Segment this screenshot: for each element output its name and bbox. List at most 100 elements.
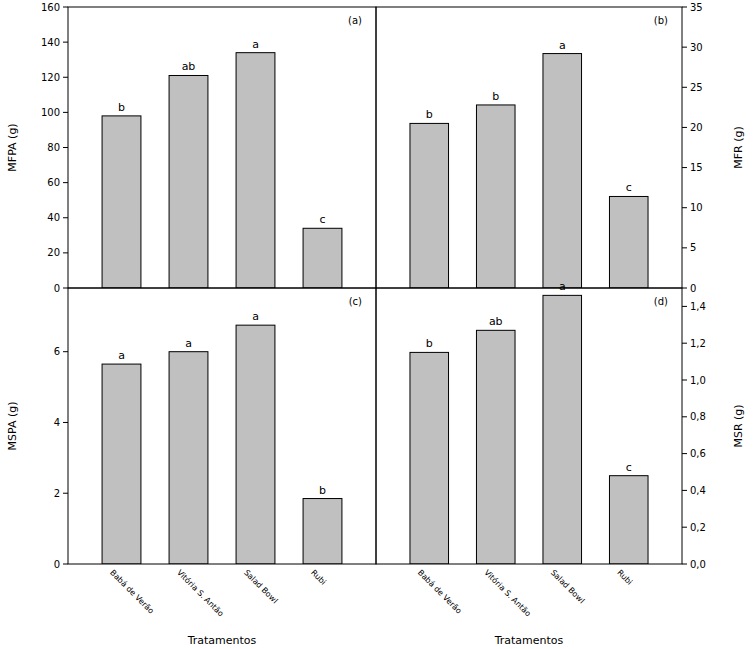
y-tick <box>682 127 687 128</box>
plot-frame <box>376 288 682 564</box>
y-tick-label: 80 <box>47 142 60 153</box>
significance-letter: b <box>319 484 326 497</box>
y-tick-label: 6 <box>54 346 60 357</box>
y-tick-label: 140 <box>41 37 60 48</box>
y-tick-label: 30 <box>690 42 703 53</box>
significance-letter: c <box>626 461 632 474</box>
y-tick-label: 0,8 <box>690 411 706 422</box>
y-tick <box>63 112 68 113</box>
y-tick-label: 0 <box>54 283 60 294</box>
bar <box>303 228 342 288</box>
y-tick <box>63 564 68 565</box>
x-axis-label: Tratamentos <box>494 634 564 647</box>
bar <box>169 352 208 564</box>
y-tick <box>682 288 687 289</box>
y-tick-label: 1,2 <box>690 338 706 349</box>
bar <box>303 499 342 564</box>
y-axis-label: MSR (g) <box>732 404 745 447</box>
y-tick <box>63 422 68 423</box>
bars <box>410 295 648 564</box>
y-tick <box>682 416 687 417</box>
y-tick <box>63 182 68 183</box>
panel: 0246MSPA (g)(c)aaabBabá de VerãoVitória … <box>6 288 376 647</box>
y-tick-label: 0,4 <box>690 485 706 496</box>
x-tick-label: Babá de Verão <box>416 568 464 616</box>
y-tick <box>682 453 687 454</box>
y-tick-label: 40 <box>47 212 60 223</box>
y-tick-label: 35 <box>690 2 703 13</box>
panel-label: (d) <box>654 296 668 307</box>
y-tick-label: 1,0 <box>690 375 706 386</box>
y-tick <box>682 490 687 491</box>
significance-letter: a <box>118 349 125 362</box>
bar <box>543 54 582 288</box>
y-tick <box>682 527 687 528</box>
y-tick <box>682 380 687 381</box>
significance-letter: a <box>559 39 566 52</box>
y-tick-label: 4 <box>54 417 60 428</box>
y-axis-label: MFPA (g) <box>6 123 19 171</box>
significance-letter: b <box>426 337 433 350</box>
bar <box>476 330 515 564</box>
panel: 05101520253035MFR (g)(b)bbac <box>376 2 745 294</box>
y-tick-label: 0,6 <box>690 448 706 459</box>
significance-letter: b <box>492 90 499 103</box>
significance-letter: c <box>626 181 632 194</box>
panel-label: (c) <box>349 296 362 307</box>
y-tick-label: 0 <box>54 559 60 570</box>
x-tick-label: Vitória S. Antão <box>175 567 226 618</box>
y-tick-label: 20 <box>690 122 703 133</box>
x-tick-label: Vitória S. Antão <box>482 567 533 618</box>
significance-letter: b <box>118 101 125 114</box>
y-tick-label: 160 <box>41 2 60 13</box>
plot-frame <box>376 7 682 288</box>
panel-label: (a) <box>348 15 362 26</box>
panel: 020406080100120140160MFPA (g)(a)babac <box>6 2 376 294</box>
bar <box>102 116 141 288</box>
significance-letter: c <box>319 213 325 226</box>
y-tick-label: 0,0 <box>690 559 706 570</box>
y-tick-label: 5 <box>690 242 696 253</box>
y-tick-label: 1,4 <box>690 301 706 312</box>
x-axis-label: Tratamentos <box>187 634 257 647</box>
significance-letter: a <box>252 38 259 51</box>
y-tick <box>682 47 687 48</box>
plot-frame <box>68 7 376 288</box>
bar <box>609 196 648 288</box>
y-tick-label: 60 <box>47 177 60 188</box>
y-tick <box>682 343 687 344</box>
y-tick-label: 0 <box>690 283 696 294</box>
y-tick-label: 100 <box>41 107 60 118</box>
y-tick <box>63 288 68 289</box>
y-tick <box>682 167 687 168</box>
significance-letter: ab <box>182 60 196 73</box>
y-tick <box>682 7 687 8</box>
y-tick-label: 20 <box>47 247 60 258</box>
bar <box>102 364 141 564</box>
x-tick-label: Salad Bowl <box>242 568 279 605</box>
y-tick <box>682 207 687 208</box>
bar <box>236 325 275 564</box>
y-axis-label: MSPA (g) <box>6 402 19 451</box>
y-tick-label: 2 <box>54 488 60 499</box>
panel: 0,00,20,40,60,81,01,21,4MSR (g)(d)babacB… <box>376 280 745 647</box>
y-tick-label: 25 <box>690 82 703 93</box>
significance-letter: a <box>559 280 566 293</box>
y-axis-label: MFR (g) <box>732 126 745 169</box>
bar <box>410 352 449 564</box>
y-tick-label: 10 <box>690 202 703 213</box>
y-tick-label: 15 <box>690 162 703 173</box>
y-tick <box>63 42 68 43</box>
figure: 020406080100120140160MFPA (g)(a)babac051… <box>0 0 755 649</box>
plot-frame <box>68 288 376 564</box>
bar <box>543 295 582 564</box>
significance-letter: ab <box>489 315 503 328</box>
bars <box>102 53 342 288</box>
y-tick <box>682 247 687 248</box>
y-tick <box>63 252 68 253</box>
y-tick <box>682 564 687 565</box>
bar <box>410 123 449 288</box>
bar <box>609 476 648 564</box>
bar <box>236 53 275 288</box>
panel-label: (b) <box>654 15 668 26</box>
